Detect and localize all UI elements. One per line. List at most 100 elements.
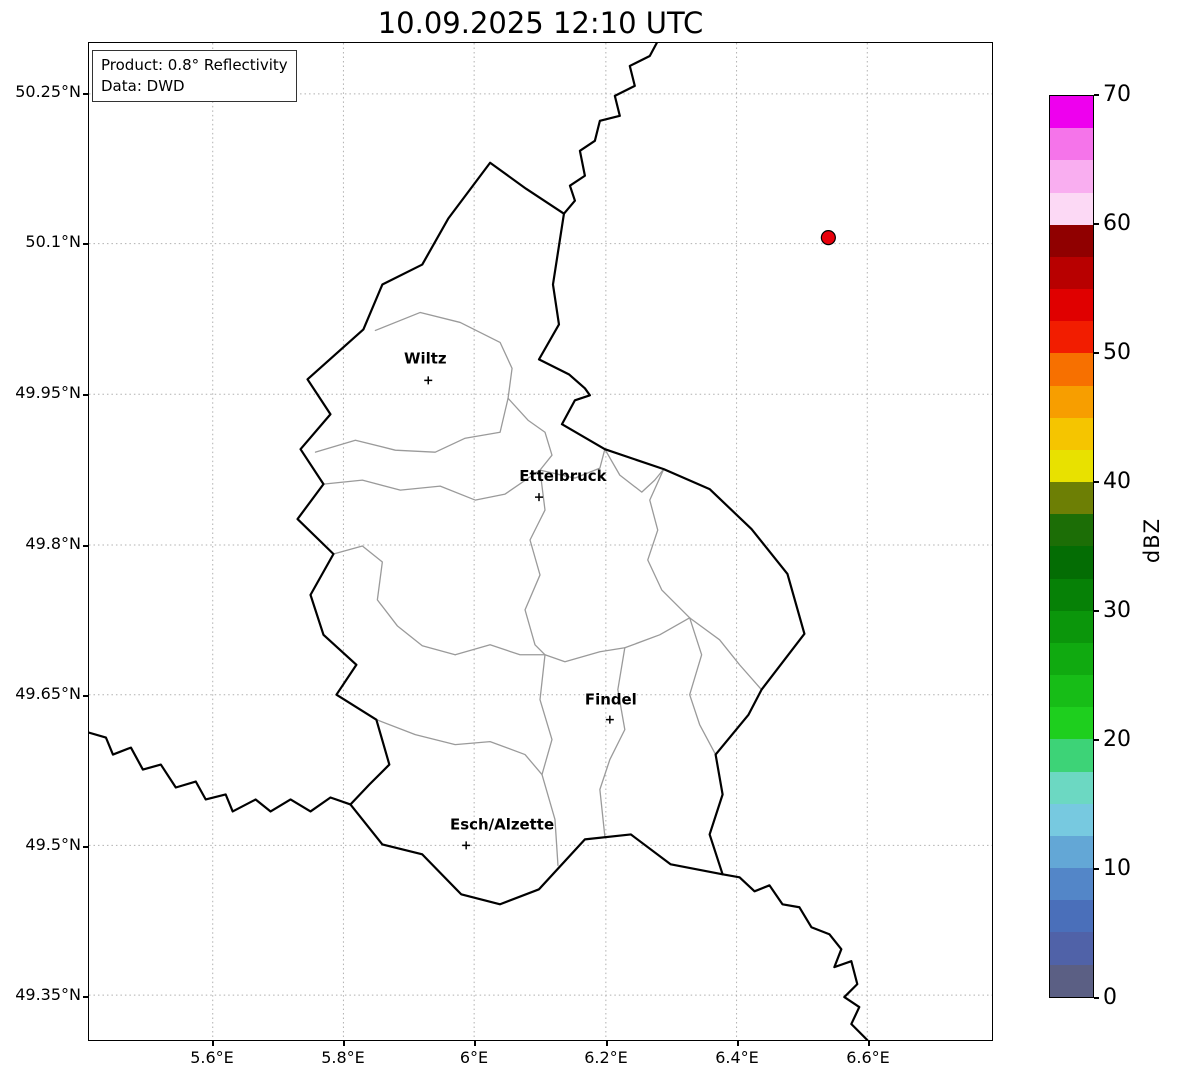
colorbar-tick-label: 10 [1103,856,1131,881]
colorbar-tick-mark [1094,352,1099,354]
colorbar-segment [1050,321,1093,354]
colorbar-tick-mark [1094,610,1099,612]
colorbar-segment [1050,353,1093,386]
y-tick-mark [83,243,88,245]
city-label: Wiltz [404,349,447,367]
colorbar-tick-mark [1094,739,1099,741]
y-tick-label: 49.8°N [25,534,81,553]
colorbar-label: dBZ [1140,518,1164,564]
canton-border [599,647,626,838]
x-tick-label: 6.6°E [846,1048,890,1067]
y-tick-mark [83,93,88,95]
y-tick-label: 49.5°N [25,835,81,854]
colorbar-segment [1050,932,1093,965]
canton-border [689,617,717,756]
x-tick-label: 6°E [459,1048,489,1067]
colorbar-segment [1050,417,1093,450]
y-tick-mark [83,394,88,396]
colorbar-segment [1050,256,1093,290]
colorbar-tick-label: 40 [1103,469,1131,494]
y-tick-label: 50.1°N [25,232,81,251]
y-tick-label: 49.95°N [15,383,81,402]
x-tick-mark [737,1041,739,1046]
y-tick-mark [83,996,88,998]
map-plot: Wiltz Ettelbruck Findel Esch/Alzette [88,42,993,1041]
canton-border [322,469,541,501]
x-tick-mark [343,1041,345,1046]
canton-border [647,468,691,619]
colorbar-segment [1050,803,1093,836]
canton-border [332,545,456,656]
colorbar-segment [1050,675,1093,708]
colorbar-segment [1050,868,1093,901]
colorbar-tick-label: 60 [1103,211,1131,236]
x-tick-mark [868,1041,870,1046]
colorbar-segment [1050,900,1093,933]
x-tick-label: 5.8°E [321,1048,365,1067]
map-svg: Wiltz Ettelbruck Findel Esch/Alzette [89,43,992,1040]
info-box-product: Product: 0.8° Reflectivity [101,56,288,74]
x-tick-label: 6.4°E [715,1048,759,1067]
colorbar-tick-label: 30 [1103,598,1131,623]
border-france-belgium [89,731,352,813]
colorbar-tick-label: 50 [1103,340,1131,365]
canton-border [314,397,509,453]
city-marker [424,376,433,385]
city-marker [535,493,543,502]
colorbar-segment [1050,739,1093,772]
y-tick-label: 50.25°N [15,82,81,101]
colorbar-segment [1050,482,1093,515]
border-france-germany [721,873,869,1040]
colorbar-tick-mark [1094,223,1099,225]
colorbar [1049,95,1094,998]
plot-title: 10.09.2025 12:10 UTC [377,6,704,40]
y-tick-mark [83,545,88,547]
city-label: Esch/Alzette [450,815,554,833]
colorbar-segment [1050,514,1093,547]
canton-border [454,617,691,663]
colorbar-segment [1050,192,1093,225]
info-box-source: Data: DWD [101,77,185,95]
colorbar-segment [1050,128,1093,161]
colorbar-segment [1050,96,1093,129]
colorbar-tick-mark [1094,94,1099,96]
city-marker [605,715,614,724]
colorbar-segment [1050,385,1093,418]
colorbar-segment [1050,578,1093,611]
colorbar-segment [1050,224,1093,257]
colorbar-segment [1050,610,1093,643]
canton-border [539,448,606,479]
canton-border [604,448,665,493]
x-tick-mark [474,1041,476,1046]
y-tick-label: 49.35°N [15,985,81,1004]
colorbar-tick-mark [1094,997,1099,999]
radar-site-dot [820,230,836,246]
colorbar-segment [1050,964,1093,997]
colorbar-segment [1050,771,1093,804]
y-tick-mark [83,695,88,697]
colorbar-segment [1050,289,1093,322]
colorbar-tick-label: 20 [1103,727,1131,752]
city-label: Findel [585,691,637,709]
colorbar-segment [1050,449,1093,483]
colorbar-segment [1050,835,1093,869]
canton-border [375,718,543,776]
colorbar-tick-mark [1094,868,1099,870]
y-tick-label: 49.65°N [15,684,81,703]
colorbar-segment [1050,160,1093,193]
city-marker [462,841,471,850]
border-luxembourg [296,161,806,906]
y-tick-mark [83,846,88,848]
colorbar-segment [1050,546,1093,579]
city-label: Ettelbruck [519,467,607,485]
canton-border [374,311,513,399]
border-belgium-germany [562,43,658,215]
colorbar-segment [1050,707,1093,740]
colorbar-tick-label: 0 [1103,985,1117,1010]
canton-border [507,397,553,471]
x-tick-label: 5.6°E [190,1048,234,1067]
x-tick-label: 6.2°E [584,1048,628,1067]
info-box: Product: 0.8° Reflectivity Data: DWD [92,50,297,102]
canton-border [524,469,546,656]
